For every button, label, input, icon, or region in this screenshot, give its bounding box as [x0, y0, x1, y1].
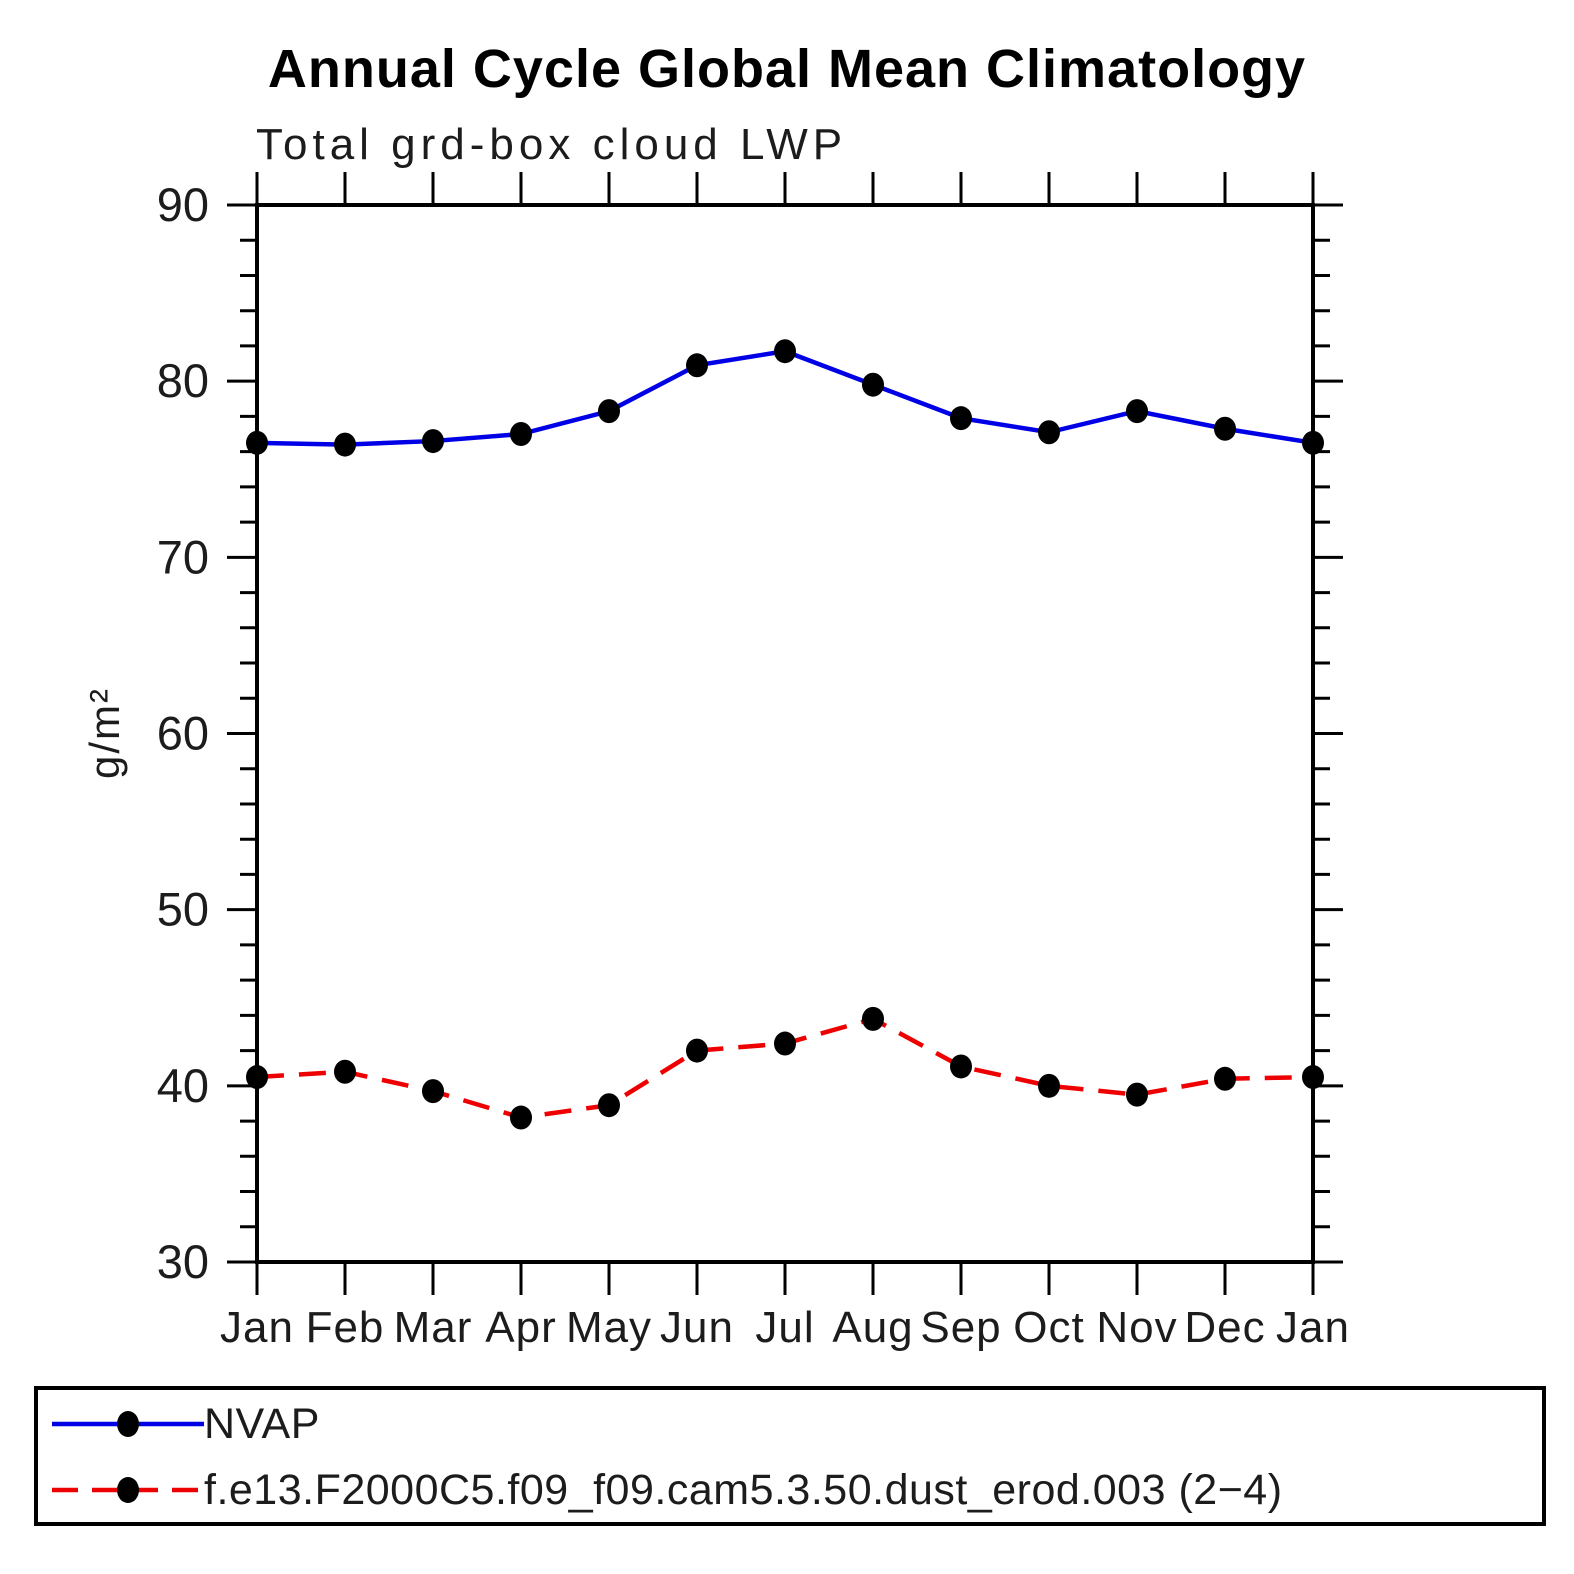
series-1-marker-dot: [510, 1105, 532, 1130]
series-1-marker-dot: [1214, 1066, 1236, 1091]
x-tick-label: Aug: [832, 1303, 913, 1352]
series-1-marker-dot: [334, 1059, 356, 1084]
plot-frame: [255, 203, 1315, 1264]
series-1-marker-dot: [1302, 1065, 1324, 1090]
series-0-marker-dot: [1302, 430, 1324, 455]
series-1-marker-dot: [774, 1031, 796, 1056]
series-1-marker-dot: [598, 1093, 620, 1118]
series-1-marker-dot: [950, 1054, 972, 1079]
y-tick-label: 40: [157, 1059, 209, 1112]
series-0-marker-dot: [774, 339, 796, 364]
series-1-marker-dot: [862, 1006, 884, 1031]
chart-title: Annual Cycle Global Mean Climatology: [267, 39, 1307, 99]
series-0-marker-dot: [246, 430, 268, 455]
chart-subtitle: Total grd-box cloud LWP: [256, 120, 848, 169]
series-1-marker-dot: [246, 1065, 268, 1090]
legend-marker-dot-icon: [117, 1477, 139, 1503]
x-tick-label: Jan: [220, 1303, 294, 1352]
legend-label-nvap: NVAP: [204, 1399, 320, 1448]
legend: NVAP f.e13.F2000C5.f09_f09.cam5.3.50.dus…: [34, 1386, 1546, 1526]
series-0-marker-dot: [862, 372, 884, 397]
x-tick-label: Sep: [920, 1303, 1001, 1352]
legend-sample-dashed-line: [52, 1477, 204, 1503]
x-tick-label: Dec: [1184, 1303, 1265, 1352]
series-1-marker-dot: [1126, 1082, 1148, 1107]
x-tick-label: Apr: [485, 1303, 556, 1352]
x-tick-label: Jan: [1276, 1303, 1350, 1352]
series-1-marker-dot: [422, 1079, 444, 1104]
x-tick-label: Oct: [1013, 1303, 1084, 1352]
series-1-marker-dot: [686, 1038, 708, 1063]
series-0-marker-dot: [334, 432, 356, 457]
x-tick-label: Nov: [1096, 1303, 1177, 1352]
y-tick-label: 90: [157, 178, 209, 231]
series-0-marker-dot: [686, 353, 708, 378]
y-tick-label: 30: [157, 1235, 209, 1288]
x-tick-label: Jun: [660, 1303, 734, 1352]
legend-entry-nvap: NVAP: [44, 1394, 320, 1454]
series-0-marker-dot: [1038, 420, 1060, 445]
series-0-marker-dot: [950, 406, 972, 431]
y-tick-label: 70: [157, 530, 209, 583]
legend-marker-dot-icon: [117, 1411, 139, 1437]
series-1-marker-dot: [1038, 1073, 1060, 1098]
y-tick-label: 50: [157, 883, 209, 936]
series-line-0: [256, 348, 1314, 447]
y-tick-label: 60: [157, 707, 209, 760]
legend-sample-solid-line: [52, 1411, 204, 1437]
x-tick-label: Feb: [306, 1303, 385, 1352]
x-tick-label: May: [566, 1303, 652, 1352]
series-0-marker-dot: [1214, 416, 1236, 441]
series-0-marker-dot: [510, 422, 532, 447]
series-0-marker-dot: [598, 399, 620, 424]
legend-label-model: f.e13.F2000C5.f09_f09.cam5.3.50.dust_ero…: [204, 1465, 1283, 1514]
series-0-marker-dot: [422, 429, 444, 454]
x-tick-label: Jul: [755, 1303, 814, 1352]
x-tick-label: Mar: [394, 1303, 473, 1352]
legend-entry-model: f.e13.F2000C5.f09_f09.cam5.3.50.dust_ero…: [44, 1460, 1283, 1520]
series-0-marker-dot: [1126, 399, 1148, 424]
y-tick-label: 80: [157, 354, 209, 407]
